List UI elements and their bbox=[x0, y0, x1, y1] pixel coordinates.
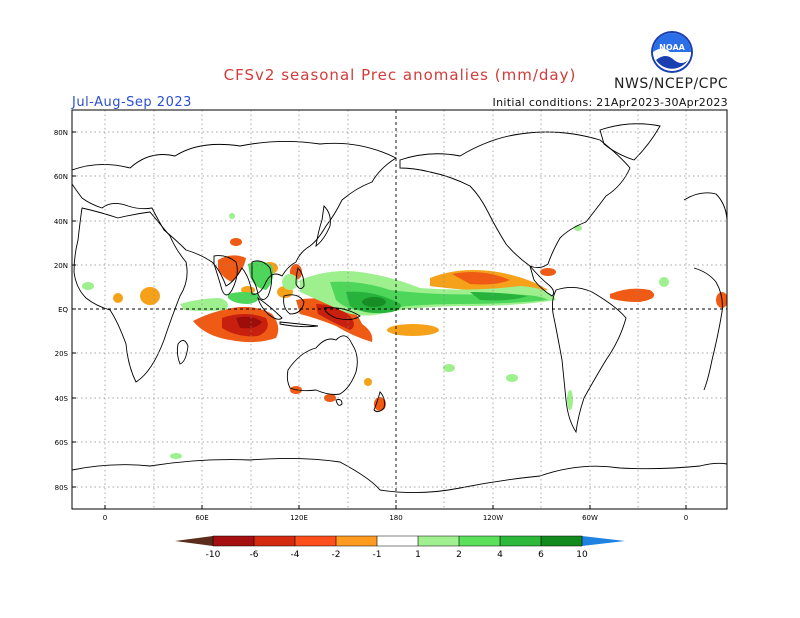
lat-label: 80N bbox=[54, 129, 68, 137]
dry-anomaly-india bbox=[218, 255, 246, 282]
colorbar: -10 -6 -4 -2 -1 1 2 4 6 10 bbox=[175, 535, 625, 560]
madagascar-coast bbox=[176, 340, 189, 365]
wet-anomaly-atlantic-1 bbox=[659, 277, 669, 287]
java-coast bbox=[279, 321, 319, 328]
lon-label: 0 bbox=[684, 514, 688, 522]
lon-label: 120E bbox=[290, 514, 308, 522]
colorbar-swatch bbox=[459, 536, 500, 546]
greenland-coast bbox=[599, 123, 661, 161]
colorbar-label: -4 bbox=[291, 550, 300, 560]
colorbar-labels: -10 -6 -4 -2 -1 1 2 4 6 10 bbox=[206, 550, 588, 560]
season-label: Jul-Aug-Sep 2023 bbox=[72, 95, 192, 110]
dry-anomaly-atlantic-2 bbox=[716, 292, 727, 308]
graticule bbox=[72, 110, 727, 509]
dry-anomaly-atlantic bbox=[610, 288, 655, 302]
philippines-coast bbox=[295, 267, 305, 289]
lat-label: 60N bbox=[54, 173, 68, 181]
lat-label: 20N bbox=[54, 262, 68, 270]
south-america-coast bbox=[551, 287, 627, 434]
colorbar-right-arrow bbox=[582, 536, 625, 546]
wet-anomaly-south-america bbox=[567, 390, 573, 410]
wet-anomaly-southern-ocean bbox=[170, 453, 182, 459]
longitude-labels: 0 60E 120E 180 120W 60W 0 bbox=[103, 514, 688, 522]
antarctica-coast bbox=[72, 457, 727, 494]
lat-label: 40S bbox=[55, 395, 69, 403]
dry-anomaly-south-pacific bbox=[387, 324, 439, 336]
new-zealand-coast bbox=[373, 391, 385, 413]
colorbar-label: 10 bbox=[576, 550, 588, 560]
colorbar-label: 4 bbox=[497, 550, 503, 560]
wet-anomaly-pacific-extreme bbox=[362, 297, 386, 307]
lon-label: 60E bbox=[195, 514, 208, 522]
tasmania-coast bbox=[335, 399, 343, 406]
colorbar-swatch bbox=[500, 536, 541, 546]
wet-anomaly-south-pacific-2 bbox=[506, 374, 518, 382]
lat-label: 20S bbox=[55, 350, 69, 358]
australia-coast bbox=[286, 335, 358, 395]
colorbar-label: 1 bbox=[415, 550, 421, 560]
lon-label: 120W bbox=[483, 514, 503, 522]
wet-anomaly-south-pacific-1 bbox=[443, 364, 455, 372]
dry-anomaly-caribbean bbox=[540, 268, 556, 276]
anomaly-fields bbox=[82, 213, 727, 459]
latitude-labels: 80N 60N 40N 20N EQ 20S 40S 60S 80S bbox=[54, 129, 69, 492]
india-coast bbox=[213, 255, 238, 296]
agency-label: NWS/NCEP/CPC bbox=[614, 76, 729, 92]
wet-anomaly-west-africa bbox=[82, 282, 94, 290]
colorbar-label: -1 bbox=[373, 550, 382, 560]
sumatra-coast bbox=[257, 296, 283, 320]
dry-anomaly-arabian-sea bbox=[230, 238, 242, 246]
dry-anomaly-new-zealand bbox=[374, 397, 386, 411]
dry-anomaly-indian-ocean-extreme bbox=[236, 316, 262, 329]
wet-anomaly-africa bbox=[229, 213, 235, 219]
eurasia-coast bbox=[72, 140, 397, 295]
borneo-coast bbox=[283, 294, 305, 315]
lon-label: 0 bbox=[103, 514, 107, 522]
europe-east-coast bbox=[683, 192, 727, 221]
colorbar-swatch bbox=[336, 536, 377, 546]
colorbar-swatch bbox=[541, 536, 582, 546]
map-title: CFSv2 seasonal Prec anomalies (mm/day) bbox=[223, 66, 577, 84]
colorbar-label: -6 bbox=[250, 550, 259, 560]
wet-anomaly-pacific-strong-2 bbox=[470, 292, 528, 301]
lat-label: 80S bbox=[55, 484, 69, 492]
africa-east-coast bbox=[693, 267, 723, 391]
colorbar-swatch bbox=[418, 536, 459, 546]
noaa-logo-icon: NOAA bbox=[651, 31, 693, 73]
logo-text: NOAA bbox=[659, 43, 685, 52]
wet-anomaly-indian-ocean bbox=[180, 298, 228, 311]
lat-label: 40N bbox=[54, 218, 68, 226]
colorbar-label: 6 bbox=[538, 550, 544, 560]
colorbar-label: -10 bbox=[206, 550, 221, 560]
colorbar-label: -2 bbox=[332, 550, 341, 560]
lon-label: 60W bbox=[582, 514, 598, 522]
colorbar-swatch bbox=[254, 536, 295, 546]
colorbar-swatch bbox=[295, 536, 336, 546]
dry-anomaly-eastern-pacific-core bbox=[452, 272, 510, 285]
axis-ticks bbox=[72, 131, 687, 509]
dry-anomaly-tasman bbox=[364, 378, 372, 386]
indochina-coast bbox=[251, 260, 273, 300]
dry-anomaly-africa-2 bbox=[113, 293, 123, 303]
japan-coast bbox=[315, 205, 331, 248]
lat-label: 60S bbox=[55, 439, 69, 447]
central-america-coast bbox=[529, 265, 555, 297]
colorbar-left-arrow bbox=[175, 536, 213, 546]
wet-anomaly-se-asia-2 bbox=[282, 274, 298, 290]
africa-coast bbox=[73, 207, 188, 383]
dry-anomaly-west-africa bbox=[140, 287, 160, 305]
lon-label: 180 bbox=[389, 514, 402, 522]
lat-label: EQ bbox=[58, 306, 68, 314]
colorbar-swatch bbox=[213, 536, 254, 546]
colorbar-swatch bbox=[377, 536, 418, 546]
colorbar-label: 2 bbox=[456, 550, 462, 560]
initial-conditions-label: Initial conditions: 21Apr2023-30Apr2023 bbox=[492, 96, 728, 109]
